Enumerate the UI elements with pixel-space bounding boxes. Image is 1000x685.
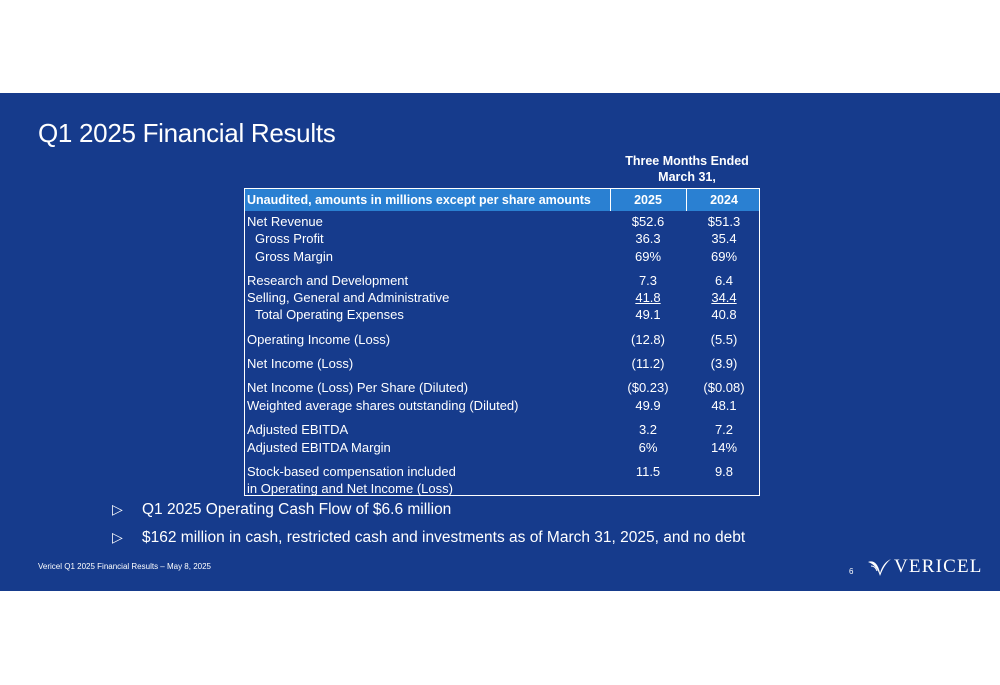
value-2024: 9.8	[714, 464, 734, 479]
value-2024: (5.5)	[710, 332, 738, 347]
table-row: Weighted average shares outstanding (Dil…	[245, 397, 759, 415]
triangle-bullet-icon: ▷	[112, 501, 123, 517]
bullet-text: Q1 2025 Operating Cash Flow of $6.6 mill…	[142, 501, 452, 518]
value-2025: 49.9	[635, 398, 661, 413]
value-2024: ($0.08)	[703, 380, 745, 395]
row-label: Gross Margin	[255, 249, 334, 264]
value-2025: 36.3	[635, 231, 661, 246]
column-header-2024: 2024	[686, 189, 761, 211]
value-2025: 7.3	[638, 273, 658, 288]
footer-text: Vericel Q1 2025 Financial Results – May …	[38, 562, 211, 571]
row-label: in Operating and Net Income (Loss)	[247, 481, 453, 496]
row-label: Net Income (Loss) Per Share (Diluted)	[247, 380, 469, 395]
table-row: Gross Profit 36.3 35.4	[245, 230, 759, 248]
row-label: Gross Profit	[255, 231, 324, 246]
triangle-bullet-icon: ▷	[112, 529, 123, 545]
table-row: Net Income (Loss) Per Share (Diluted) ($…	[245, 379, 759, 397]
value-2024: 6.4	[714, 273, 734, 288]
row-label: Research and Development	[247, 273, 409, 288]
financial-results-table: Unaudited, amounts in millions except pe…	[244, 188, 760, 496]
value-2024: 34.4	[711, 290, 737, 305]
value-2024: 40.8	[711, 307, 737, 322]
value-2025: (12.8)	[631, 332, 665, 347]
row-label: Stock-based compensation included	[247, 464, 456, 479]
value-2024: 35.4	[711, 231, 737, 246]
table-row: in Operating and Net Income (Loss)	[245, 480, 759, 498]
row-label: Adjusted EBITDA Margin	[247, 440, 391, 455]
page-number: 6	[849, 567, 854, 576]
table-row: Stock-based compensation included 11.5 9…	[245, 463, 759, 481]
row-label: Total Operating Expenses	[255, 307, 404, 322]
table-row: Net Revenue $52.6 $51.3	[245, 213, 759, 231]
table-row: Adjusted EBITDA 3.2 7.2	[245, 421, 759, 439]
value-2024: 48.1	[711, 398, 737, 413]
bullet-text: $162 million in cash, restricted cash an…	[142, 529, 746, 546]
table-row: Net Income (Loss) (11.2) (3.9)	[245, 355, 759, 373]
vericel-swoosh-icon	[868, 559, 891, 576]
slide-title: Q1 2025 Financial Results	[38, 118, 336, 148]
value-2025: 6%	[638, 440, 658, 455]
row-label: Net Revenue	[247, 214, 323, 229]
value-2025: (11.2)	[631, 356, 665, 371]
table-row: Research and Development 7.3 6.4	[245, 272, 759, 290]
column-header-2025: 2025	[610, 189, 685, 211]
row-label: Selling, General and Administrative	[247, 290, 450, 305]
value-2024: 69%	[710, 249, 738, 264]
value-2024: 14%	[710, 440, 738, 455]
logo-wordmark: VERICEL	[894, 556, 983, 577]
value-2024: $51.3	[707, 214, 741, 229]
row-label: Weighted average shares outstanding (Dil…	[247, 398, 519, 413]
value-2024: (3.9)	[710, 356, 738, 371]
value-2025: $52.6	[631, 214, 665, 229]
vericel-logo: VERICEL	[866, 556, 983, 578]
value-2025: 49.1	[635, 307, 661, 322]
slide: Q1 2025 Financial Results Three Months E…	[0, 93, 1000, 591]
column-header-label: Unaudited, amounts in millions except pe…	[247, 193, 591, 207]
value-2025: 41.8	[635, 290, 661, 305]
value-2024: 7.2	[714, 422, 734, 437]
period-header-line-2: March 31,	[658, 170, 716, 184]
table-row: Selling, General and Administrative 41.8…	[245, 289, 759, 307]
table-row: Total Operating Expenses 49.1 40.8	[245, 306, 759, 324]
table-header: Unaudited, amounts in millions except pe…	[245, 189, 759, 211]
row-label: Adjusted EBITDA	[247, 422, 349, 437]
period-header: Three Months Ended March 31,	[612, 153, 762, 185]
bullet-item: ▷ Q1 2025 Operating Cash Flow of $6.6 mil…	[112, 501, 451, 519]
value-2025: 3.2	[638, 422, 658, 437]
value-2025: 69%	[634, 249, 662, 264]
period-header-line-1: Three Months Ended	[625, 154, 749, 168]
value-2025: ($0.23)	[627, 380, 669, 395]
table-row: Gross Margin 69% 69%	[245, 248, 759, 266]
table-row: Adjusted EBITDA Margin 6% 14%	[245, 439, 759, 457]
bullet-item: ▷ $162 million in cash, restricted cash a…	[112, 529, 745, 547]
row-label: Net Income (Loss)	[247, 356, 354, 371]
row-label: Operating Income (Loss)	[247, 332, 391, 347]
table-row: Operating Income (Loss) (12.8) (5.5)	[245, 331, 759, 349]
value-2025: 11.5	[635, 464, 661, 479]
